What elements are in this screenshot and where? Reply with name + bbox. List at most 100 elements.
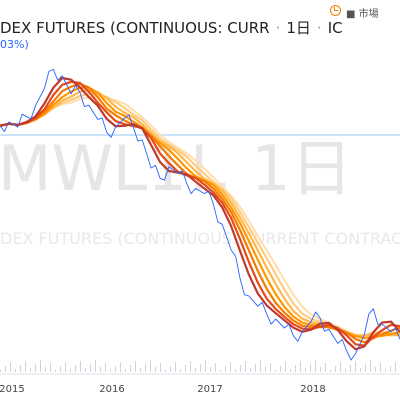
volume-bar — [220, 370, 221, 372]
volume-bar — [325, 363, 326, 372]
volume-bar — [380, 363, 381, 372]
volume-bar — [230, 362, 231, 372]
volume-bar — [250, 368, 251, 372]
clock-icon — [330, 5, 341, 16]
interval-label[interactable]: 1日 — [286, 19, 311, 37]
volume-bar — [145, 364, 146, 372]
volume-bar — [260, 360, 261, 372]
moving-average-line — [0, 92, 400, 337]
volume-bar — [200, 364, 201, 372]
volume-bar — [395, 362, 396, 372]
separator: · — [316, 19, 322, 37]
volume-bar — [140, 368, 141, 372]
volume-bar — [45, 367, 46, 372]
volume-bar — [20, 365, 21, 372]
moving-average-line — [0, 88, 400, 338]
volume-bar — [65, 362, 66, 372]
volume-bar — [100, 367, 101, 372]
volume-bar — [55, 370, 56, 372]
volume-bar — [150, 360, 151, 372]
volume-bar — [160, 363, 161, 372]
volume-bar — [225, 366, 226, 372]
volume-bar — [30, 368, 31, 372]
volume-bar — [275, 370, 276, 372]
x-tick-label: 2018 — [300, 384, 325, 395]
chart-header: DEX FUTURES (CONTINUOUS: CURR · 1日 · IC 03%)… — [0, 0, 400, 51]
volume-bar — [240, 365, 241, 372]
symbol-title-text: DEX FUTURES (CONTINUOUS: CURR — [0, 19, 270, 37]
volume-bar — [165, 370, 166, 372]
watermark-description: DEX FUTURES (CONTINUOUS: CURRENT CONTRAC… — [0, 229, 400, 248]
volume-bar — [75, 365, 76, 372]
volume-bar — [125, 369, 126, 372]
volume-bar — [90, 364, 91, 372]
volume-bar — [365, 364, 366, 372]
x-tick-label: 2015 — [0, 384, 25, 395]
watermark-symbol: MWL1!, 1日 — [0, 132, 353, 205]
volume-bar — [185, 365, 186, 372]
volume-bar — [255, 364, 256, 372]
volume-bar — [190, 361, 191, 372]
price-change: 03%) — [0, 38, 29, 51]
volume-bar — [40, 360, 41, 372]
volume-bar — [265, 367, 266, 372]
exchange-label: IC — [327, 19, 343, 37]
moving-average-line — [0, 95, 400, 337]
volume-bar — [110, 370, 111, 372]
volume-bars — [0, 360, 396, 372]
volume-bar — [95, 360, 96, 372]
volume-bar — [175, 362, 176, 372]
volume-bar — [315, 360, 316, 372]
volume-bar — [195, 368, 196, 372]
volume-bar — [300, 361, 301, 372]
volume-bar — [245, 361, 246, 372]
volume-bar — [130, 365, 131, 372]
volume-bar — [330, 370, 331, 372]
symbol-title[interactable]: DEX FUTURES (CONTINUOUS: CURR · 1日 · IC — [0, 17, 343, 38]
moving-average-line — [0, 86, 400, 340]
volume-bar — [60, 366, 61, 372]
market-status[interactable]: ■ 市場 — [346, 9, 379, 20]
volume-bar — [105, 363, 106, 372]
volume-bar — [155, 367, 156, 372]
volume-bar — [385, 370, 386, 372]
volume-bar — [370, 360, 371, 372]
volume-bar — [350, 365, 351, 372]
volume-bar — [360, 368, 361, 372]
volume-bar — [290, 369, 291, 372]
volume-bar — [135, 361, 136, 372]
volume-bar — [320, 367, 321, 372]
volume-bar — [335, 366, 336, 372]
volume-bar — [85, 368, 86, 372]
volume-bar — [285, 362, 286, 372]
volume-bar — [215, 363, 216, 372]
volume-bar — [120, 362, 121, 372]
volume-bar — [170, 366, 171, 372]
moving-average-ribbon — [0, 76, 400, 351]
moving-average-line — [0, 82, 400, 344]
volume-bar — [5, 366, 6, 372]
volume-bar — [305, 368, 306, 372]
volume-bar — [70, 369, 71, 372]
market-status-text: 市場 — [358, 9, 379, 20]
separator: · — [275, 19, 281, 37]
volume-bar — [390, 366, 391, 372]
volume-bar — [210, 367, 211, 372]
price-series-line — [0, 68, 400, 361]
moving-average-line — [0, 76, 400, 351]
volume-bar — [280, 366, 281, 372]
volume-bar — [15, 369, 16, 372]
x-tick-label: 2016 — [99, 384, 124, 395]
volume-bar — [355, 361, 356, 372]
volume-bar — [205, 360, 206, 372]
volume-bar — [180, 369, 181, 372]
volume-bar — [345, 369, 346, 372]
volume-bar — [235, 369, 236, 372]
volume-bar — [50, 363, 51, 372]
volume-bar — [375, 367, 376, 372]
volume-bar — [340, 362, 341, 372]
moving-average-line — [0, 80, 400, 347]
volume-bar — [0, 370, 1, 372]
volume-bar — [310, 364, 311, 372]
